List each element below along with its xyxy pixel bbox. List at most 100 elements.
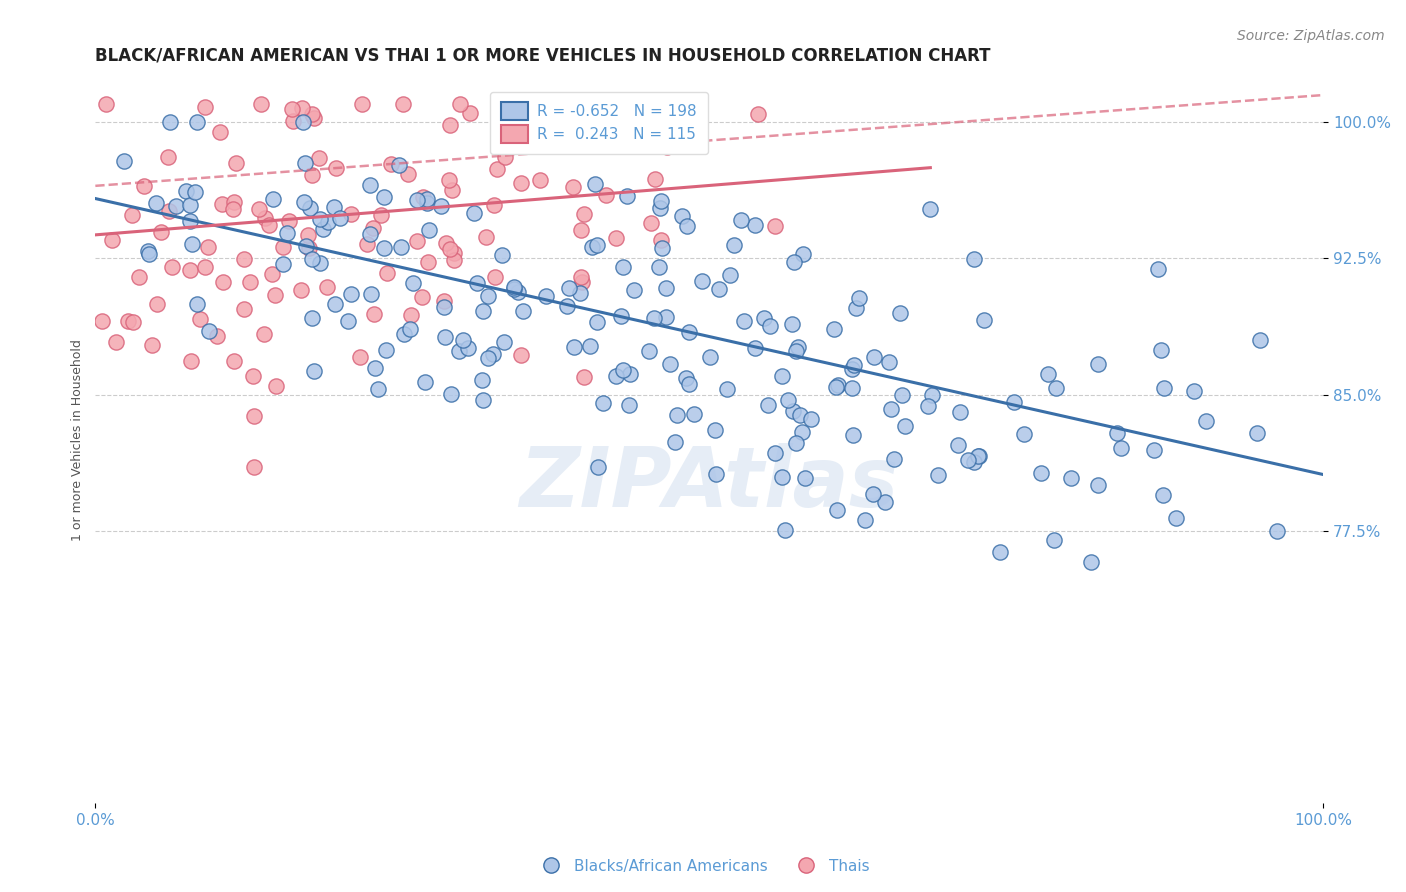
Point (392, 327, 415, 342)
Point (1265, 524, 1288, 538)
Point (375, 343, 398, 357)
Point (391, 97, 413, 112)
Point (292, 194, 315, 209)
Point (792, 425, 814, 439)
Point (775, 523, 797, 537)
Point (572, 369, 595, 384)
Point (308, 255, 330, 269)
Point (356, 237, 378, 252)
Point (485, 161, 508, 176)
Point (471, 393, 494, 408)
Point (963, 252, 986, 266)
Point (402, 276, 425, 290)
Legend: Blacks/African Americans, Thais: Blacks/African Americans, Thais (530, 853, 876, 880)
Point (179, 198, 201, 212)
Point (325, 161, 347, 176)
Point (842, 427, 865, 442)
Point (583, 177, 606, 191)
Point (340, 286, 363, 301)
Point (439, 118, 461, 132)
Point (373, 241, 395, 255)
Point (259, 219, 281, 233)
Point (440, 183, 463, 197)
Point (585, 315, 607, 329)
Point (558, 281, 581, 295)
Point (295, 238, 318, 252)
Point (671, 209, 693, 223)
Point (675, 371, 697, 385)
Point (655, 310, 678, 324)
Point (841, 381, 863, 395)
Point (1014, 426, 1036, 441)
Point (121, 208, 143, 222)
Point (946, 438, 969, 452)
Point (179, 263, 201, 277)
Point (406, 193, 429, 207)
Point (503, 280, 526, 294)
Text: BLACK/AFRICAN AMERICAN VS THAI 1 OR MORE VEHICLES IN HOUSEHOLD CORRELATION CHART: BLACK/AFRICAN AMERICAN VS THAI 1 OR MORE… (96, 46, 991, 64)
Point (569, 270, 592, 285)
Point (600, 108, 623, 122)
Point (278, 213, 301, 227)
Point (927, 467, 949, 482)
Point (747, 107, 769, 121)
Point (491, 248, 513, 262)
Point (509, 348, 531, 362)
Point (595, 187, 617, 202)
Point (198, 324, 221, 338)
Point (429, 199, 451, 213)
Point (723, 238, 745, 252)
Point (281, 114, 304, 128)
Point (145, 296, 167, 310)
Point (484, 270, 506, 285)
Point (690, 274, 713, 288)
Point (640, 216, 662, 230)
Point (271, 240, 294, 254)
Point (225, 156, 247, 170)
Point (651, 241, 673, 255)
Point (754, 311, 776, 326)
Point (239, 276, 262, 290)
Point (638, 343, 661, 358)
Point (149, 225, 172, 239)
Point (841, 362, 863, 376)
Point (412, 190, 434, 204)
Point (253, 327, 276, 342)
Point (565, 103, 588, 118)
Point (160, 260, 183, 274)
Text: Source: ZipAtlas.com: Source: ZipAtlas.com (1237, 29, 1385, 43)
Point (309, 212, 332, 227)
Point (222, 354, 245, 368)
Point (1087, 357, 1109, 371)
Point (506, 285, 529, 300)
Point (186, 115, 208, 129)
Point (1246, 425, 1268, 440)
Point (1105, 425, 1128, 440)
Point (242, 368, 264, 383)
Point (328, 211, 350, 225)
Point (492, 334, 515, 349)
Point (785, 343, 807, 358)
Point (880, 401, 903, 416)
Point (224, 195, 246, 210)
Point (370, 208, 392, 222)
Point (323, 297, 346, 311)
Point (1147, 261, 1170, 276)
Point (482, 347, 505, 361)
Point (759, 318, 782, 333)
Point (416, 192, 439, 206)
Point (1111, 441, 1133, 455)
Point (716, 382, 738, 396)
Point (301, 310, 323, 325)
Point (957, 453, 980, 467)
Point (787, 340, 810, 354)
Point (413, 375, 436, 389)
Point (433, 300, 456, 314)
Point (730, 213, 752, 227)
Point (316, 280, 339, 294)
Point (281, 102, 304, 116)
Point (262, 268, 284, 282)
Point (433, 293, 456, 308)
Point (704, 423, 727, 437)
Point (104, 334, 127, 349)
